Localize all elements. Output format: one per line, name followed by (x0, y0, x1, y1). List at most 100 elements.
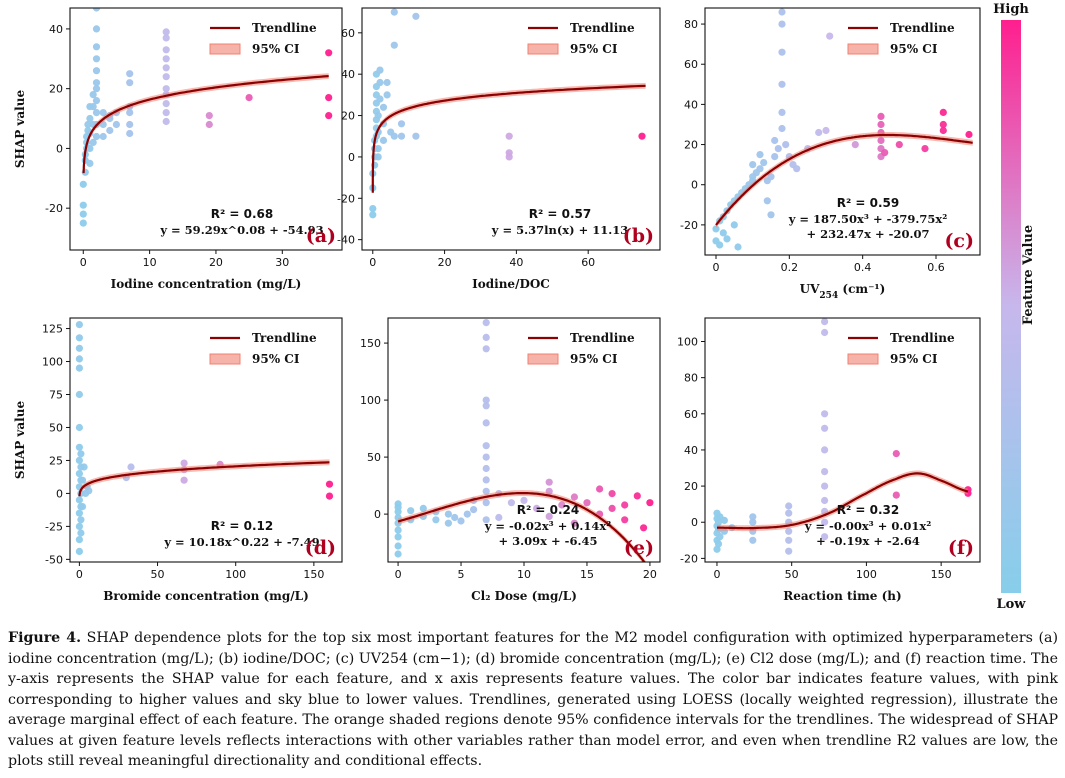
data-point (505, 149, 513, 157)
data-point (77, 516, 85, 524)
y-tick-label: 50 (49, 421, 63, 434)
x-tick-label: 0 (713, 568, 720, 581)
data-point (75, 509, 83, 517)
data-point (821, 468, 829, 476)
ci-band (716, 132, 973, 228)
data-point (482, 487, 490, 495)
data-point (638, 132, 646, 140)
data-point (749, 518, 757, 526)
data-point (126, 109, 134, 117)
x-tick-label: 0 (80, 256, 87, 269)
x-tick-label: 0 (369, 256, 376, 269)
data-point (785, 536, 793, 544)
data-point (390, 41, 398, 49)
data-point (92, 43, 101, 51)
data-point (126, 70, 134, 78)
y-tick-label: 25 (49, 454, 63, 467)
y-tick-label: 100 (677, 335, 698, 348)
shap-dependence-figure: 0 10 20 30 -20 0 20 40 Iodine concentration (mg/… (13, 2, 1036, 612)
x-tick-label: 0 (76, 568, 83, 581)
data-point (127, 463, 135, 471)
data-point (374, 112, 382, 120)
ci-band (83, 73, 329, 191)
fit-equation: y = -0.00x³ + 0.01x² (804, 519, 932, 533)
data-point (939, 120, 947, 129)
legend-ci-swatch (209, 43, 241, 55)
y-tick-label: 80 (684, 18, 698, 31)
data-point (374, 153, 382, 161)
x-axis-label: UV254 (cm⁻¹) (800, 282, 886, 301)
colorbar-low-label: Low (996, 597, 1026, 612)
data-point (75, 470, 83, 478)
panel-2: 0 20 40 60 -40 -20 0 20 40 60 Iodine/DOC Trendline 9… (337, 7, 661, 291)
data-point (407, 507, 415, 515)
legend-trendline-label: Trendline (890, 21, 955, 35)
ci-band (372, 82, 646, 211)
figure-caption: Figure 4. SHAP dependence plots for the … (8, 628, 1058, 772)
y-tick-label: 50 (367, 451, 381, 464)
x-tick-label: 20 (643, 568, 657, 581)
data-point (785, 502, 793, 510)
data-point (881, 149, 889, 157)
data-point (92, 97, 101, 105)
data-point (482, 442, 490, 450)
y-tick-label: 100 (42, 356, 63, 369)
y-tick-label: -40 (337, 234, 355, 247)
data-point (877, 136, 885, 145)
data-point (394, 542, 402, 550)
data-point (77, 450, 85, 458)
data-point (939, 108, 947, 116)
data-point (463, 510, 471, 518)
data-point (877, 120, 885, 129)
data-point (482, 499, 490, 507)
x-tick-label: 30 (275, 256, 289, 269)
data-point (394, 526, 402, 534)
data-point (545, 478, 553, 486)
data-point (79, 219, 87, 227)
y-tick-label: 40 (684, 98, 698, 111)
data-point (821, 533, 829, 541)
x-tick-label: 0.4 (854, 261, 872, 274)
r-squared-label: R² = 0.12 (211, 519, 274, 533)
data-point (826, 32, 834, 40)
data-point (75, 355, 83, 363)
legend-ci-label: 95% CI (890, 42, 938, 56)
y-tick-label: 0 (56, 142, 63, 155)
data-point (325, 112, 333, 120)
data-point (482, 396, 490, 404)
y-axis-label: SHAP value (13, 90, 27, 169)
data-point (822, 126, 830, 135)
y-tick-label: 20 (49, 83, 63, 96)
caption-lead: Figure 4. (8, 630, 82, 646)
y-tick-label: 75 (49, 388, 63, 401)
y-tick-label: 40 (684, 444, 698, 457)
data-point (325, 49, 333, 57)
data-point (965, 130, 973, 139)
data-point (162, 85, 170, 93)
y-tick-label: 60 (341, 27, 355, 40)
data-point (162, 117, 170, 126)
y-tick-label: -20 (337, 192, 355, 205)
x-axis-label: Bromide concentration (mg/L) (103, 589, 309, 603)
data-point (778, 20, 786, 28)
data-point (892, 450, 900, 458)
data-point (815, 128, 823, 137)
data-point (205, 120, 213, 129)
data-point (621, 516, 629, 524)
fit-equation: + 232.47x + -20.07 (807, 227, 930, 241)
y-tick-label: 100 (360, 394, 381, 407)
data-point (545, 512, 553, 521)
y-tick-label: 20 (341, 110, 355, 123)
data-point (520, 496, 528, 504)
data-point (92, 55, 101, 63)
x-tick-label: 20 (438, 256, 452, 269)
data-point (84, 120, 92, 129)
x-tick-label: 0 (395, 568, 402, 581)
data-point (75, 390, 83, 399)
data-point (379, 103, 388, 111)
data-point (892, 491, 900, 499)
data-point (162, 46, 170, 54)
data-point (482, 476, 490, 484)
data-point (205, 112, 213, 120)
legend-ci-swatch (847, 43, 879, 55)
